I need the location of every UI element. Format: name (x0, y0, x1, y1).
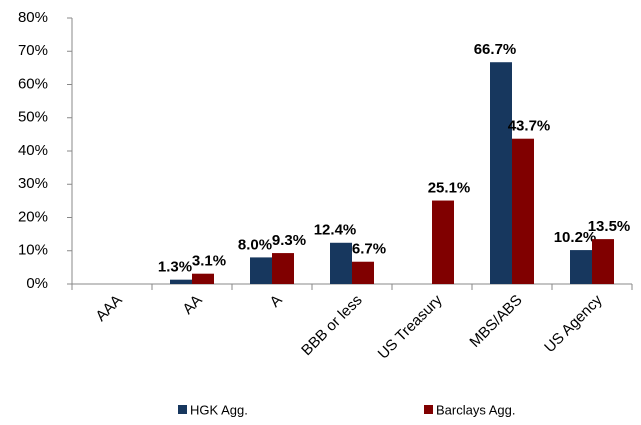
value-label: 13.5% (588, 218, 631, 235)
legend-swatch (178, 405, 187, 414)
y-tick-label: 60% (18, 75, 48, 92)
bar (272, 253, 294, 284)
y-tick-label: 80% (18, 9, 48, 26)
value-label: 9.3% (272, 232, 306, 249)
y-tick-label: 50% (18, 109, 48, 126)
x-tick-label: AA (179, 292, 205, 318)
x-tick-label: US Agency (541, 291, 606, 356)
value-label: 1.3% (158, 259, 192, 276)
bar (192, 273, 214, 284)
x-tick-label: MBS/ABS (466, 292, 525, 351)
y-tick-label: 40% (18, 142, 48, 159)
value-label: 10.2% (554, 229, 597, 246)
bar (512, 138, 534, 284)
legend-label: HGK Agg. (190, 402, 248, 417)
y-tick-label: 30% (18, 175, 48, 192)
bar (352, 261, 374, 284)
value-label: 8.0% (238, 236, 272, 253)
value-label: 3.1% (192, 253, 226, 270)
y-tick-label: 10% (18, 242, 48, 259)
bar (570, 250, 592, 284)
bar (432, 200, 454, 284)
legend-label: Barclays Agg. (436, 402, 516, 417)
legend-swatch (424, 405, 433, 414)
x-tick-label: US Treasury (375, 291, 446, 362)
value-label: 66.7% (474, 41, 517, 58)
bar (490, 62, 512, 284)
x-tick-label: AAA (92, 292, 125, 325)
value-label: 43.7% (508, 118, 551, 135)
bar (592, 239, 614, 284)
y-tick-label: 0% (26, 275, 48, 292)
y-tick-label: 20% (18, 208, 48, 225)
x-tick-label: A (267, 292, 286, 311)
y-tick-label: 70% (18, 42, 48, 59)
x-tick-label: BBB or less (298, 292, 365, 359)
value-label: 6.7% (352, 241, 386, 258)
value-label: 12.4% (314, 222, 357, 239)
bar (170, 279, 192, 284)
value-label: 25.1% (428, 180, 471, 197)
bar (330, 242, 352, 284)
bar (250, 257, 272, 284)
